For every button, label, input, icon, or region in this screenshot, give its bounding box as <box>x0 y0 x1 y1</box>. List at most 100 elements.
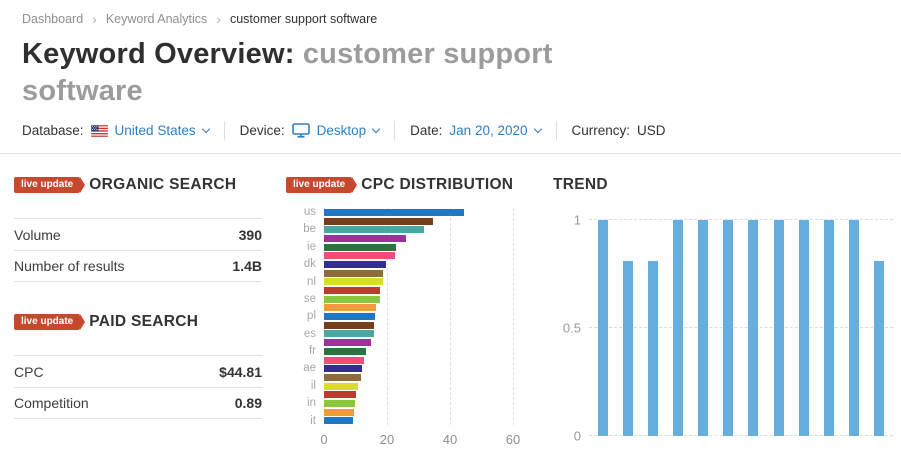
cpc-bar-row: it <box>286 414 536 427</box>
cpc-bar-row: dk <box>286 258 536 271</box>
trend-chart: 0 0.5 1 <box>563 213 893 444</box>
cpc-country-label: se <box>303 292 316 305</box>
cpc-bar-row: in <box>286 398 536 409</box>
cpc-bar[interactable] <box>324 226 425 234</box>
cpc-bar-track <box>324 278 536 286</box>
cpc-bar-row <box>286 304 536 313</box>
cpc-bar-track <box>324 347 536 355</box>
volume-row: Volume 390 <box>14 218 262 250</box>
panels-row: live update ORGANIC SEARCH Volume 390 Nu… <box>0 176 901 450</box>
desktop-monitor-icon <box>291 123 310 138</box>
cpc-x-tick-label: 0 <box>320 432 328 448</box>
breadcrumb-keyword-analytics[interactable]: Keyword Analytics <box>105 12 208 26</box>
cpc-bar[interactable] <box>324 373 361 381</box>
cpc-country-label: fr <box>308 345 316 357</box>
device-value: Desktop <box>316 123 367 138</box>
trend-bar[interactable] <box>623 261 634 436</box>
trend-y-tick-label: 0 <box>573 428 581 444</box>
trend-bar[interactable] <box>848 220 859 436</box>
trend-bar[interactable] <box>723 220 734 436</box>
trend-gridline <box>589 219 893 220</box>
cpc-bar[interactable] <box>324 234 406 242</box>
us-flag-icon <box>90 124 108 137</box>
date-select[interactable]: Jan 20, 2020 <box>449 123 542 138</box>
cpc-bar[interactable] <box>324 304 377 312</box>
live-update-badge: live update <box>286 177 358 193</box>
cpc-bar[interactable] <box>324 365 362 373</box>
organic-search-header: live update ORGANIC SEARCH <box>14 176 262 194</box>
cpc-bar[interactable] <box>324 269 383 277</box>
cpc-bar[interactable] <box>324 408 354 416</box>
cpc-bar[interactable] <box>324 330 375 338</box>
cpc-bar[interactable] <box>324 347 367 355</box>
live-update-badge: live update <box>14 177 86 193</box>
cpc-bar[interactable] <box>324 417 353 425</box>
cpc-bar[interactable] <box>324 356 365 364</box>
cpc-bar-row <box>286 234 536 243</box>
trend-bar[interactable] <box>673 220 684 436</box>
trend-bar[interactable] <box>698 220 709 436</box>
cpc-bar[interactable] <box>324 382 359 390</box>
cpc-bar[interactable] <box>324 278 383 286</box>
cpc-bar-row <box>286 390 536 399</box>
cpc-bar-track <box>324 408 536 416</box>
cpc-bar[interactable] <box>324 260 387 268</box>
cpc-country-label: be <box>303 223 316 236</box>
filter-bar: Database: United States Device: Desktop <box>22 121 901 140</box>
cpc-bar[interactable] <box>324 295 381 303</box>
cpc-bar[interactable] <box>324 252 395 260</box>
database-filter: Database: United States <box>22 123 210 138</box>
cpc-bar[interactable] <box>324 208 465 216</box>
cpc-bar[interactable] <box>324 313 376 321</box>
cpc-bar-track <box>324 365 536 373</box>
cpc-bar[interactable] <box>324 243 396 251</box>
currency-filter: Currency: USD <box>572 123 666 138</box>
cpc-bar-track <box>324 295 536 303</box>
cpc-bar-row <box>286 408 536 417</box>
breadcrumb-current-keyword: customer support software <box>229 12 378 26</box>
cpc-bar-track <box>324 356 536 364</box>
organic-search-panel: live update ORGANIC SEARCH Volume 390 Nu… <box>14 176 262 282</box>
paid-search-panel: live update PAID SEARCH CPC $44.81 Compe… <box>14 313 262 419</box>
currency-label: Currency: <box>571 123 631 138</box>
chevron-down-icon <box>201 124 210 133</box>
cpc-value: $44.81 <box>219 363 262 380</box>
cpc-bar-row: pl <box>286 311 536 322</box>
trend-bar[interactable] <box>773 220 784 436</box>
database-select[interactable]: United States <box>90 123 210 138</box>
cpc-country-label: nl <box>307 275 316 288</box>
trend-bar[interactable] <box>823 220 834 436</box>
trend-bar[interactable] <box>748 220 759 436</box>
trend-bar[interactable] <box>648 261 659 436</box>
breadcrumb-separator-icon: › <box>216 11 221 27</box>
cpc-bar[interactable] <box>324 339 371 347</box>
number-of-results-row: Number of results 1.4B <box>14 250 262 282</box>
cpc-bar-track <box>324 321 536 329</box>
cpc-bar[interactable] <box>324 391 357 399</box>
cpc-country-label: dk <box>303 258 316 271</box>
breadcrumb-dashboard[interactable]: Dashboard <box>22 12 84 26</box>
cpc-bar-row <box>286 356 536 365</box>
trend-bar[interactable] <box>798 220 809 436</box>
cpc-bar-track <box>324 260 536 268</box>
trend-panel: TREND 0 0.5 1 <box>553 176 901 450</box>
trend-bar[interactable] <box>873 261 884 436</box>
trend-bar[interactable] <box>598 220 608 436</box>
cpc-bar[interactable] <box>324 321 375 329</box>
device-select[interactable]: Desktop <box>291 123 381 138</box>
database-label: Database: <box>22 123 84 138</box>
trend-y-tick-label: 0.5 <box>562 320 581 336</box>
cpc-country-label: it <box>310 414 316 427</box>
cpc-bar[interactable] <box>324 399 355 407</box>
cpc-x-tick-label: 20 <box>379 432 395 448</box>
cpc-bar-row: us <box>286 206 536 218</box>
cpc-bar[interactable] <box>324 217 434 225</box>
chevron-down-icon <box>533 124 542 133</box>
trend-gridline <box>589 327 893 328</box>
cpc-bar-track <box>324 304 536 312</box>
cpc-bar-track <box>324 399 536 407</box>
database-value: United States <box>114 123 196 138</box>
cpc-bar-track <box>324 226 536 234</box>
cpc-bar[interactable] <box>324 287 381 295</box>
filter-divider <box>555 121 557 140</box>
